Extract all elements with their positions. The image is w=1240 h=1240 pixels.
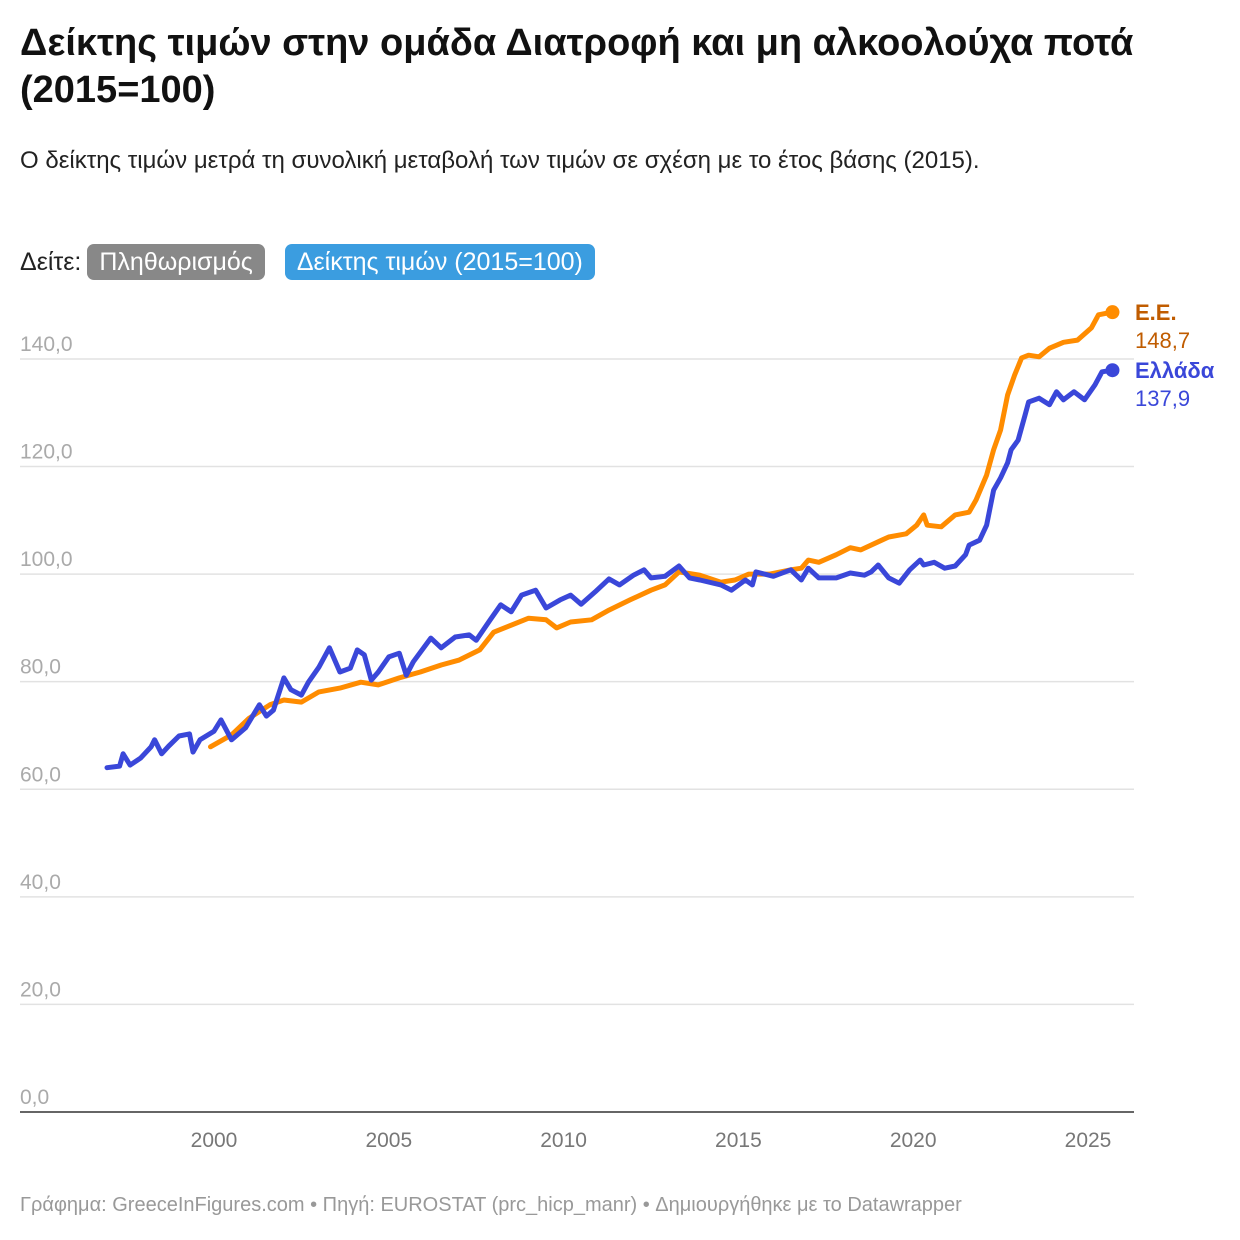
line-chart: 0,0 20,0 40,0 60,0 80,0 100,0 120,0 140,0 2000 20… xyxy=(20,300,1215,1152)
chart-title: Δείκτης τιμών στην ομάδα Διατροφή και μη… xyxy=(20,22,1134,111)
see-label: Δείτε: xyxy=(20,247,82,276)
y-tick-label: 120,0 xyxy=(20,441,73,464)
x-tick-label: 2010 xyxy=(540,1129,587,1152)
end-point-eu xyxy=(1105,305,1120,320)
price-index-button[interactable]: Δείκτης τιμών (2015=100) xyxy=(284,244,595,280)
x-tick-label: 2000 xyxy=(191,1129,238,1152)
y-tick-label: 80,0 xyxy=(20,656,61,679)
x-tick-label: 2025 xyxy=(1065,1129,1112,1152)
x-tick-label: 2005 xyxy=(365,1129,412,1152)
footer-credits: Γράφημα: GreeceInFigures.com • Πηγή: EUR… xyxy=(20,1194,962,1216)
series-line-greece xyxy=(104,367,1115,771)
inflation-button[interactable]: Πληθωρισμός xyxy=(87,244,265,280)
view-switcher: Δείτε: Πληθωρισμός Δείκτης τιμών (2015=1… xyxy=(20,244,595,280)
x-tick-label: 2020 xyxy=(890,1129,937,1152)
y-tick-label: 100,0 xyxy=(20,548,73,571)
chart-subtitle: Ο δείκτης τιμών μετρά τη συνολική μεταβο… xyxy=(20,147,980,174)
end-point-greece xyxy=(1105,363,1120,378)
series-value-label: 137,9 xyxy=(1135,386,1190,411)
y-tick-label: 60,0 xyxy=(20,763,61,786)
x-tick-label: 2015 xyxy=(715,1129,762,1152)
series-label: Ε.Ε. xyxy=(1135,300,1177,325)
series-label: Ελλάδα xyxy=(1135,358,1215,383)
y-tick-label: 0,0 xyxy=(20,1086,49,1109)
y-tick-label: 20,0 xyxy=(20,978,61,1001)
series-value-label: 148,7 xyxy=(1135,328,1190,353)
y-tick-label: 140,0 xyxy=(20,333,73,356)
y-tick-label: 40,0 xyxy=(20,871,61,894)
